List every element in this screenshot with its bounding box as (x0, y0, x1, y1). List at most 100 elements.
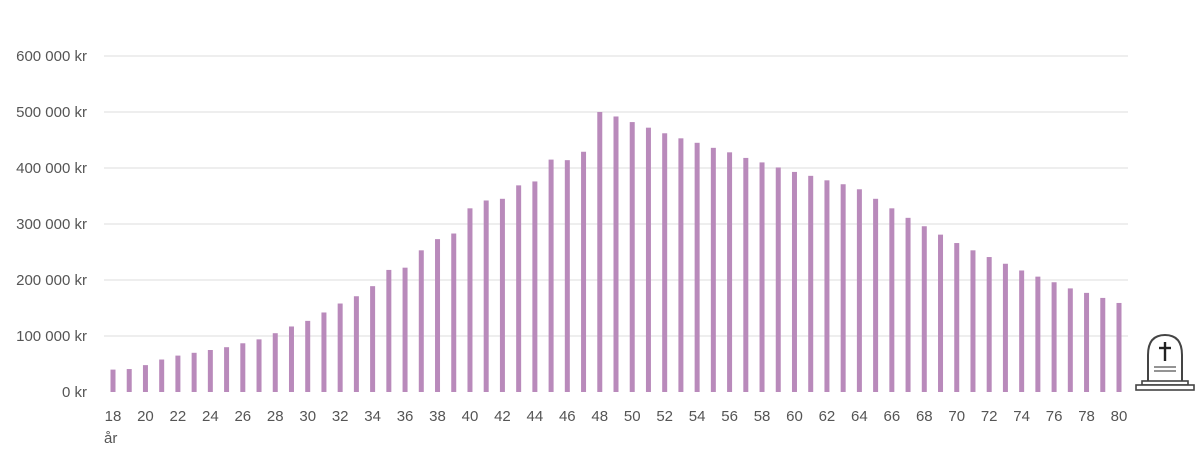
x-tick-label: 32 (332, 408, 349, 425)
x-tick-label: 26 (234, 408, 251, 425)
bar-age-30 (305, 320, 311, 392)
y-tick-label: 100 000 kr (16, 328, 87, 345)
bar-age-54 (694, 142, 700, 392)
bar-age-38 (435, 239, 441, 392)
bar-age-32 (337, 303, 343, 392)
x-tick-label: 80 (1111, 408, 1128, 425)
bar-age-71 (970, 250, 976, 392)
x-tick-label: 74 (1013, 408, 1030, 425)
bar-age-27 (256, 339, 262, 392)
x-tick-label: 46 (559, 408, 576, 425)
x-axis-label: år (104, 430, 118, 447)
x-tick-label: 30 (299, 408, 316, 425)
bar-age-43 (516, 185, 522, 392)
bar-age-28 (272, 333, 278, 392)
bar-age-65 (873, 198, 879, 392)
bar-age-34 (370, 286, 376, 392)
x-tick-label: 48 (591, 408, 608, 425)
x-tick-label: 44 (527, 408, 544, 425)
x-tick-label: 62 (819, 408, 836, 425)
bar-age-22 (175, 355, 181, 392)
bar-age-20 (142, 365, 148, 392)
bar-age-51 (645, 127, 651, 393)
bar-age-80 (1116, 302, 1122, 392)
bar-age-73 (1002, 263, 1008, 392)
bar-age-53 (678, 138, 684, 392)
y-tick-label: 500 000 kr (16, 104, 87, 121)
bar-age-79 (1100, 297, 1106, 392)
bar-age-24 (207, 350, 213, 392)
bar-age-49 (613, 116, 619, 392)
bar-age-55 (710, 147, 716, 392)
x-tick-label: 20 (137, 408, 154, 425)
bar-age-26 (240, 343, 246, 392)
x-tick-label: 66 (883, 408, 900, 425)
bar-age-36 (402, 267, 408, 392)
bar-age-40 (467, 208, 473, 392)
y-tick-label: 0 kr (62, 384, 87, 401)
bar-age-47 (581, 151, 587, 392)
bar-age-45 (548, 159, 554, 392)
x-tick-label: 36 (397, 408, 414, 425)
bar-age-67 (905, 217, 911, 392)
x-tick-label: 28 (267, 408, 284, 425)
x-tick-label: 18 (105, 408, 122, 425)
bar-age-74 (1019, 270, 1025, 392)
bar-age-66 (889, 208, 895, 392)
bar-age-52 (662, 133, 668, 392)
bar-age-59 (775, 167, 781, 392)
bar-age-63 (840, 184, 846, 392)
bar-age-21 (159, 359, 165, 392)
bar-age-29 (288, 326, 294, 392)
bar-age-19 (126, 369, 132, 392)
x-tick-label: 42 (494, 408, 511, 425)
bar-age-31 (321, 312, 327, 392)
bar-age-25 (224, 347, 230, 392)
bar-age-33 (353, 296, 359, 392)
bar-age-68 (921, 226, 927, 392)
bar-age-42 (499, 198, 505, 392)
bar-age-77 (1067, 288, 1073, 392)
bar-age-62 (824, 180, 830, 392)
bars (110, 112, 1122, 393)
bar-age-39 (451, 233, 457, 392)
bar-age-64 (856, 189, 862, 392)
x-axis-ticks: 18 20 22 24 26 28 30 32 34 36 38 40 42 44 46 48 50 52 54 56… (105, 408, 1128, 425)
x-tick-label: 68 (916, 408, 933, 425)
x-tick-label: 64 (851, 408, 868, 425)
x-tick-label: 56 (721, 408, 738, 425)
bar-age-58 (759, 162, 765, 392)
bar-age-37 (418, 250, 424, 392)
x-tick-label: 78 (1078, 408, 1095, 425)
gravestone-icon (1135, 333, 1195, 391)
bar-age-41 (483, 200, 489, 392)
bar-age-72 (986, 257, 992, 392)
y-tick-label: 400 000 kr (16, 160, 87, 177)
x-tick-label: 50 (624, 408, 641, 425)
x-tick-label: 76 (1046, 408, 1063, 425)
x-tick-label: 40 (462, 408, 479, 425)
x-tick-label: 24 (202, 408, 219, 425)
bar-age-78 (1084, 292, 1090, 392)
y-tick-label: 600 000 kr (16, 48, 87, 65)
bar-age-60 (791, 171, 797, 392)
x-tick-label: 38 (429, 408, 446, 425)
bar-age-46 (564, 160, 570, 392)
bar-age-35 (386, 269, 392, 392)
bar-age-23 (191, 352, 197, 392)
y-tick-label: 300 000 kr (16, 216, 87, 233)
x-tick-label: 70 (948, 408, 965, 425)
bar-age-56 (727, 152, 733, 392)
bar-age-44 (532, 181, 538, 392)
x-tick-label: 22 (170, 408, 187, 425)
x-tick-label: 34 (364, 408, 381, 425)
bar-age-18 (110, 369, 116, 392)
bar-age-50 (629, 122, 635, 392)
bar-age-48 (597, 112, 603, 392)
bar-age-70 (954, 243, 960, 392)
x-tick-label: 52 (656, 408, 673, 425)
y-axis-ticks: 0 kr 100 000 kr 200 000 kr 300 000 kr 400 00… (16, 48, 87, 401)
x-tick-label: 60 (786, 408, 803, 425)
x-tick-label: 58 (754, 408, 771, 425)
